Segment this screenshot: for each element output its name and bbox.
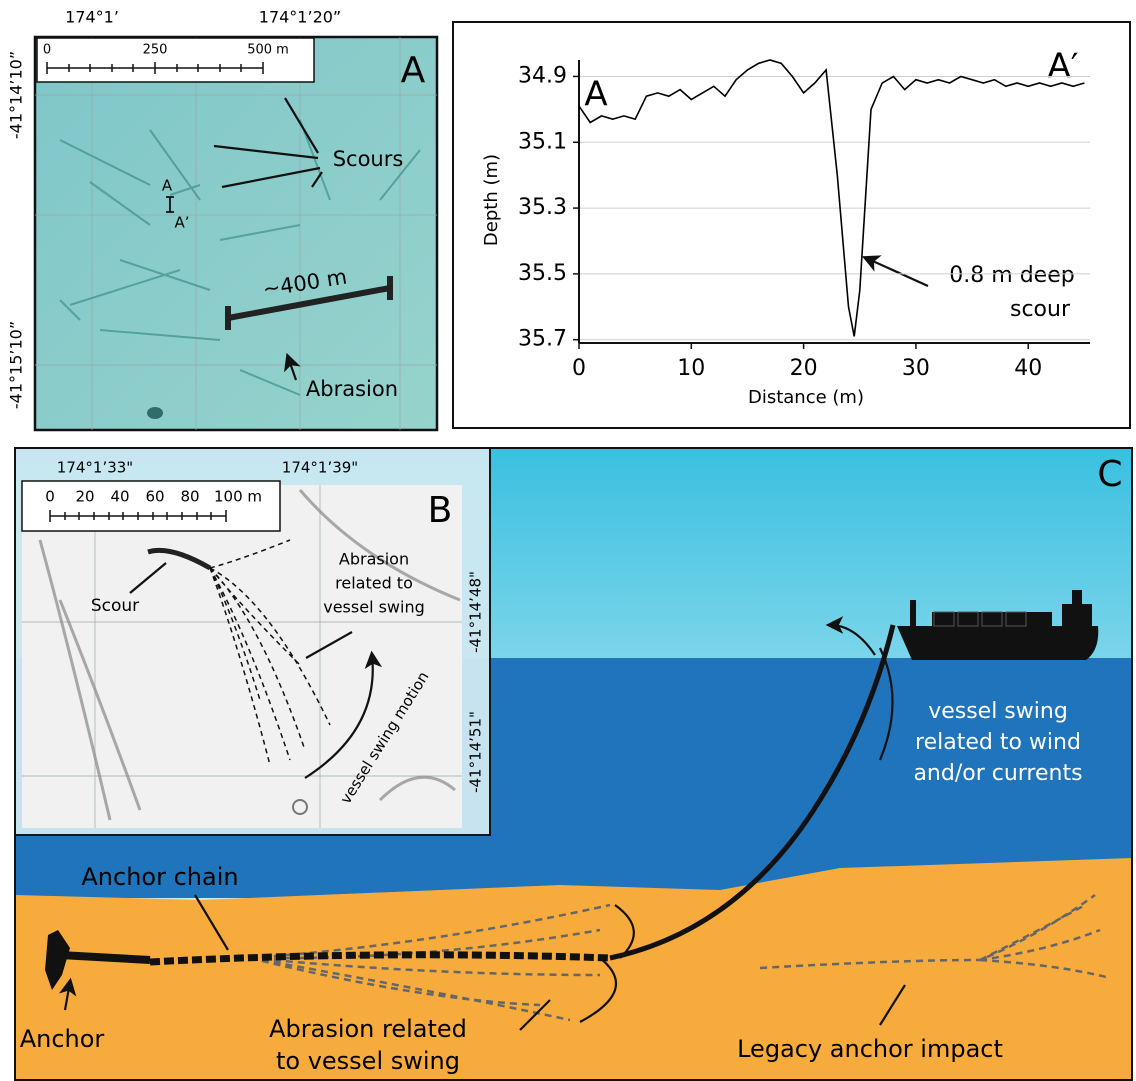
legacy-label: Legacy anchor impact xyxy=(737,1035,1003,1063)
x-axis-label: Distance (m) xyxy=(748,387,864,408)
x-tick-label: 40 xyxy=(1014,356,1042,381)
swing-label: and/or currents xyxy=(913,761,1082,786)
y-axis-label: Depth (m) xyxy=(481,154,502,246)
seabed xyxy=(15,858,1132,1081)
longitude-label: 174°1’20” xyxy=(259,8,341,27)
anchor-chain-label: Anchor chain xyxy=(81,863,238,891)
scale-label: 500 m xyxy=(247,43,289,58)
start-label: A xyxy=(584,75,607,115)
latitude-label: -41°14’10” xyxy=(7,51,26,139)
scour-label: Scour xyxy=(91,596,139,616)
abrasion-label: to vessel swing xyxy=(276,1047,460,1075)
scale-label: 250 xyxy=(143,43,168,58)
abrasion-label: Abrasion xyxy=(306,377,398,401)
chart-frame xyxy=(452,21,1131,429)
scours-label: Scours xyxy=(333,147,404,171)
latitude-label: -41°14’48" xyxy=(467,571,485,653)
abrasion-label: Abrasion related xyxy=(269,1015,467,1043)
scale-label: 80 xyxy=(180,488,199,506)
longitude-label: 174°1’39" xyxy=(282,459,358,477)
latitude-label: -41°14’51" xyxy=(467,711,485,793)
x-tick-label: 30 xyxy=(902,356,930,381)
latitude-label: -41°15’10” xyxy=(7,321,26,409)
panel-a: 0 250 500 m 174°1’ 174°1’20” -41°14’10” … xyxy=(7,8,439,432)
scale-label: 40 xyxy=(110,488,129,506)
annotation: 0.8 m deep xyxy=(949,263,1074,288)
swing-label: vessel swing xyxy=(928,699,1068,724)
section-label: A xyxy=(162,177,173,195)
profile-chart: Depth (m) Distance (m) A A′ 0.8 m deep s… xyxy=(452,21,1131,429)
abrasion-label: vessel swing xyxy=(323,598,425,617)
y-tick-label: 35.3 xyxy=(518,195,567,220)
swing-label: related to wind xyxy=(915,730,1081,755)
longitude-label: 174°1’33" xyxy=(57,459,133,477)
abrasion-label: related to xyxy=(335,574,413,593)
map-b xyxy=(22,485,462,828)
annotation: scour xyxy=(1010,297,1071,322)
map-a xyxy=(33,35,439,432)
y-tick-label: 34.9 xyxy=(518,63,567,88)
end-label: A′ xyxy=(1048,47,1079,87)
y-tick-label: 35.5 xyxy=(518,261,567,286)
x-tick-label: 0 xyxy=(572,356,586,381)
scale-label: 0 xyxy=(45,488,55,506)
abrasion-label: Abrasion xyxy=(339,550,409,569)
panel-label: B xyxy=(428,490,453,531)
ship xyxy=(897,590,1099,660)
x-tick-label: 20 xyxy=(790,356,818,381)
anchor-label: Anchor xyxy=(20,1025,105,1053)
panel-label: A xyxy=(401,50,426,91)
scale-label: 0 xyxy=(43,43,51,58)
longitude-label: 174°1’ xyxy=(65,8,119,27)
x-tick-label: 10 xyxy=(677,356,705,381)
scale-label: 20 xyxy=(75,488,94,506)
profile-line xyxy=(578,59,1085,337)
section-label: A’ xyxy=(174,214,189,232)
scale-label: 60 xyxy=(145,488,164,506)
y-tick-label: 35.7 xyxy=(518,327,567,352)
scale-label: 100 m xyxy=(214,488,262,506)
panel-label: C xyxy=(1097,454,1122,495)
panel-b: 0 20 40 60 80 100 m 174°1’33" 174°1’39" … xyxy=(14,447,491,836)
y-tick-label: 35.1 xyxy=(518,129,567,154)
